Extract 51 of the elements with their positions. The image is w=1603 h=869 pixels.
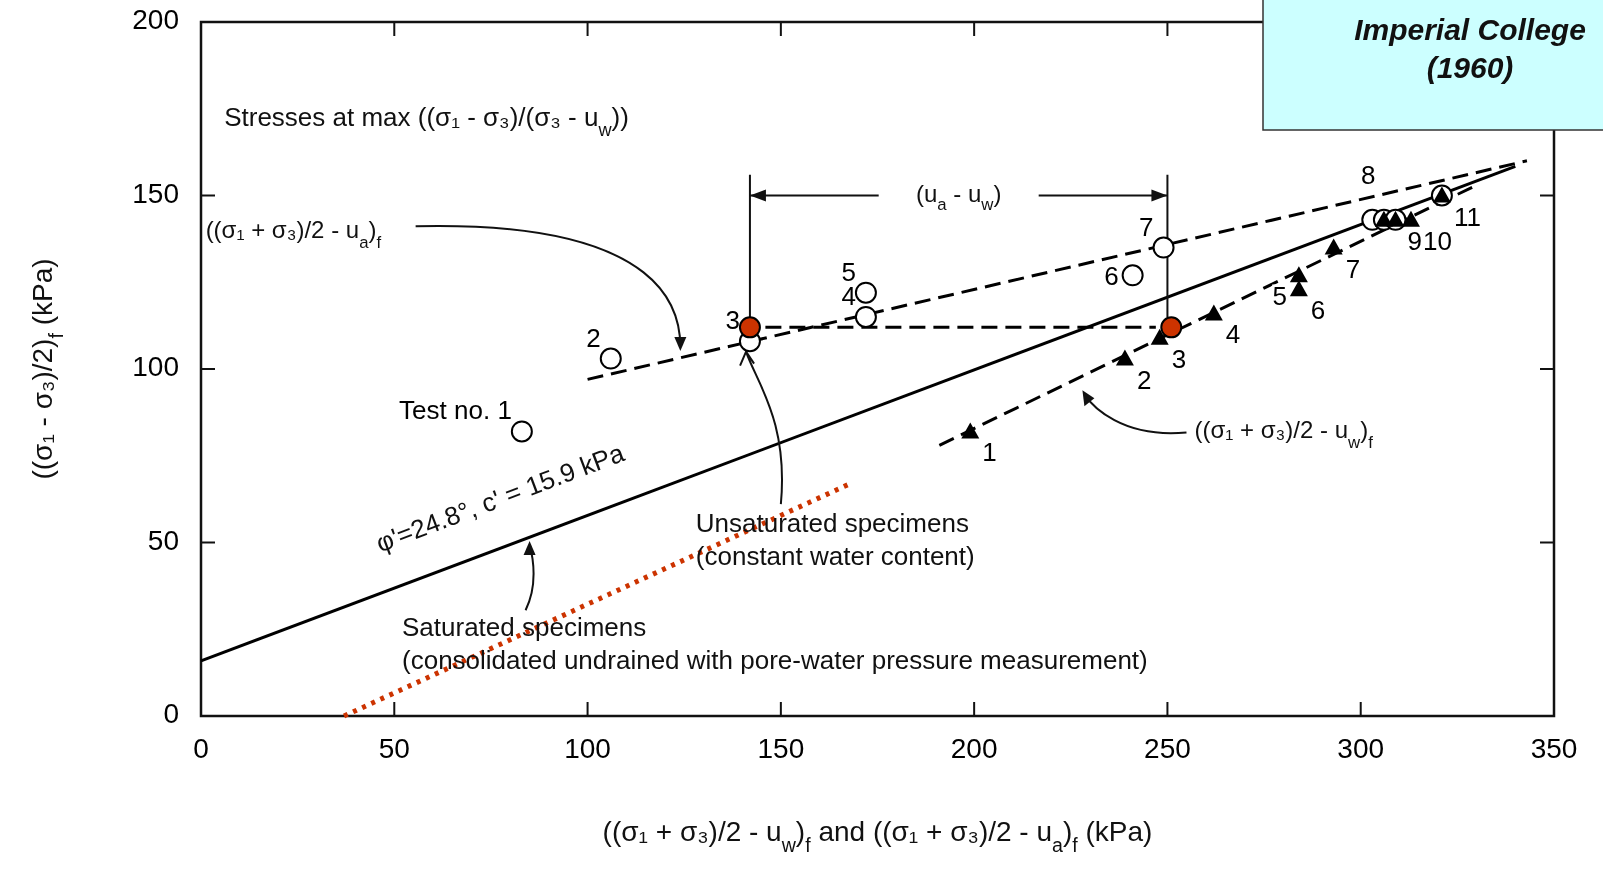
- annotation: Imperial College (1960): [1354, 13, 1586, 84]
- x-tick-label: 100: [564, 733, 611, 764]
- annotation: 6: [1310, 295, 1326, 326]
- point: [1121, 264, 1144, 287]
- point: [510, 420, 533, 443]
- y-tick-label: 0: [163, 698, 179, 730]
- x-tick-label: 250: [1144, 733, 1191, 764]
- y-tick-label: 200: [132, 4, 179, 36]
- annotation: 3: [725, 305, 740, 336]
- annotation: Stresses at max ((σ₁ - σ₃)/(σ₃ - u$_{w}$)): [224, 102, 629, 141]
- point: [1401, 210, 1420, 227]
- point: [1150, 328, 1169, 345]
- annotation: 8: [1361, 159, 1376, 190]
- annotation: ((σ₁ + σ₃)/2 - u$_{a}$)$_{f}$: [205, 216, 382, 252]
- point: [1204, 304, 1223, 321]
- annotation: 3: [1171, 343, 1187, 374]
- x-tick-label: 300: [1337, 733, 1385, 764]
- point: [738, 316, 761, 339]
- annotation: 5: [1272, 281, 1287, 312]
- annotation: (u$_{a}$ - u$_{w}$): [915, 179, 1002, 214]
- annotation: 2: [586, 322, 601, 353]
- annotation: 7: [1345, 253, 1361, 284]
- annotation: Test no. 1: [399, 395, 512, 426]
- point: [854, 305, 877, 328]
- x-tick-label: 50: [378, 733, 410, 764]
- point: [599, 347, 622, 370]
- annotation: 9: [1407, 225, 1422, 256]
- point: [961, 422, 980, 439]
- annotation: 7: [1139, 211, 1154, 242]
- x-tick-label: 0: [193, 733, 209, 764]
- point: [1152, 236, 1175, 259]
- annotation: 2: [1136, 364, 1152, 395]
- point: [1289, 266, 1308, 283]
- x-tick-label: 350: [1530, 733, 1578, 764]
- y-tick-label: 150: [132, 177, 179, 209]
- point: [1160, 316, 1183, 339]
- annotation: 6: [1104, 261, 1119, 292]
- annotation: 11: [1453, 201, 1481, 232]
- annotation: 1: [982, 437, 997, 468]
- point: [1289, 280, 1308, 297]
- y-tick-label: 100: [132, 351, 179, 383]
- point: [1115, 349, 1134, 366]
- annotation: 10: [1422, 225, 1452, 256]
- x-tick-label: 150: [757, 733, 805, 764]
- x-tick-label: 200: [950, 733, 998, 764]
- annotation: 4: [1225, 319, 1241, 350]
- text: ((σ₁ + σ₃)/2 - u$_{w}$)$_{f}$ and ((σ₁ + σ₃)/2 - u$_{a}$)$_{f}$ (kPa): [602, 816, 1153, 856]
- y-tick-label: 50: [147, 524, 179, 556]
- point: [854, 281, 877, 304]
- annotation: ((σ₁ + σ₃)/2 - u$_{w}$)$_{f}$: [1194, 416, 1374, 452]
- point: [1324, 238, 1343, 255]
